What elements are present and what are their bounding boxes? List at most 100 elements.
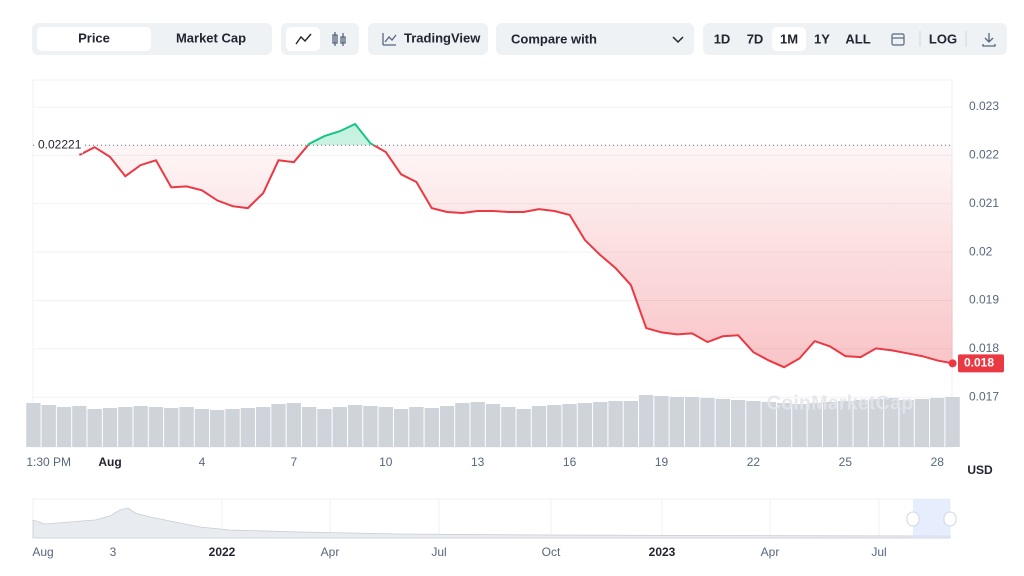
volume-bar [899, 400, 914, 447]
x-tick-label: 25 [839, 455, 853, 469]
compare-label[interactable]: Compare with [511, 31, 597, 46]
y-tick-label: 0.018 [969, 341, 999, 355]
volume-bar [746, 401, 761, 447]
price-line [78, 145, 953, 369]
volume-bar [194, 409, 210, 447]
volume-bar [332, 407, 347, 447]
tab-market-cap[interactable]: Market Cap [176, 30, 246, 45]
x-tick-label: 22 [747, 455, 761, 469]
volume-bar [363, 406, 378, 447]
last-point [948, 359, 957, 368]
volume-bar [593, 402, 608, 447]
range-button[interactable]: 1D [714, 31, 731, 46]
volume-bar [838, 401, 853, 447]
volume-bar [501, 407, 516, 447]
volume-bar [608, 401, 623, 447]
volume-bar [72, 406, 87, 447]
range-button[interactable]: ALL [845, 31, 870, 46]
x-tick-label: 1:30 PM [26, 455, 71, 469]
volume-bar [562, 404, 577, 447]
x-tick-label: Aug [98, 455, 121, 469]
tab-price[interactable]: Price [78, 30, 110, 45]
y-tick-label: 0.021 [969, 196, 999, 210]
volume-bar [424, 408, 439, 447]
navigator-label: 2023 [649, 545, 676, 559]
volume-bar [409, 407, 424, 447]
x-tick-label: 19 [655, 455, 669, 469]
tradingview-button[interactable] [368, 23, 488, 55]
download-icon[interactable] [982, 33, 996, 47]
volume-bar [639, 395, 654, 447]
y-tick-label: 0.022 [969, 148, 999, 162]
price-tag [958, 354, 1004, 373]
y-tick-label: 0.023 [969, 99, 999, 113]
volume-bar [455, 403, 470, 447]
volume-bar [470, 402, 485, 447]
volume-bar [623, 401, 639, 447]
reference-label: 0.02221 [38, 137, 82, 151]
volume-bar [256, 407, 271, 447]
navigator-label: Jul [431, 545, 446, 559]
currency-label: USD [967, 463, 993, 477]
x-tick-label: 13 [471, 455, 485, 469]
watermark: CoinMarketCap [767, 392, 914, 414]
line-icon [295, 33, 312, 45]
navigator-handle[interactable] [943, 511, 957, 527]
volume-bar [210, 410, 225, 447]
volume-bar [654, 396, 669, 447]
volume-bar [547, 405, 562, 447]
navigator-label: 3 [110, 545, 117, 559]
volume-bar [945, 397, 960, 447]
volume-bar [302, 407, 317, 447]
volume-bar [26, 403, 41, 447]
volume-bar [347, 405, 363, 447]
volume-bar [853, 400, 868, 447]
volume-bar [41, 405, 56, 447]
price-tag-label: 0.018 [964, 356, 994, 370]
x-tick-label: 10 [379, 455, 393, 469]
calendar-icon[interactable] [891, 33, 905, 46]
volume-bar [715, 399, 730, 447]
tradingview-label[interactable]: TradingView [404, 30, 481, 45]
navigator-label: Jul [871, 545, 886, 559]
volume-bar [240, 408, 256, 447]
volume-bar [776, 403, 792, 447]
range-button[interactable]: 7D [747, 31, 764, 46]
navigator-area [32, 507, 951, 539]
volume-bar [118, 407, 133, 447]
volume-bar [930, 398, 945, 447]
volume-bar [317, 409, 332, 447]
volume-bar [271, 404, 286, 447]
volume-bar [56, 407, 72, 447]
volume-bar [87, 409, 102, 447]
y-tick-label: 0.017 [969, 389, 999, 403]
navigator-label: Aug [32, 545, 53, 559]
volume-bar [393, 409, 409, 447]
volume-bar [531, 406, 547, 447]
candle-icon[interactable] [332, 32, 346, 46]
compare-select[interactable] [496, 23, 694, 55]
volume-bar [439, 406, 455, 447]
volume-bar [164, 408, 179, 447]
volume-bar [730, 400, 746, 447]
range-button[interactable]: 1Y [814, 31, 830, 46]
volume-bar [577, 403, 593, 447]
y-tick-label: 0.019 [969, 293, 999, 307]
volume-bar [822, 402, 838, 447]
volume-bar [286, 403, 301, 447]
volume-bar [761, 402, 776, 447]
navigator-handle[interactable] [906, 511, 920, 527]
range-button[interactable]: 1M [780, 31, 798, 46]
tab-selected[interactable] [37, 27, 151, 51]
range-selected[interactable] [772, 27, 806, 51]
area-fill-above [307, 124, 374, 146]
y-tick-label: 0.02 [969, 244, 993, 258]
log-button[interactable]: LOG [929, 31, 957, 46]
chevron-icon [672, 36, 684, 44]
volume-bar [102, 408, 118, 447]
volume-bar [700, 398, 715, 447]
x-tick-label: 7 [290, 455, 297, 469]
area-fill-below [79, 145, 953, 368]
